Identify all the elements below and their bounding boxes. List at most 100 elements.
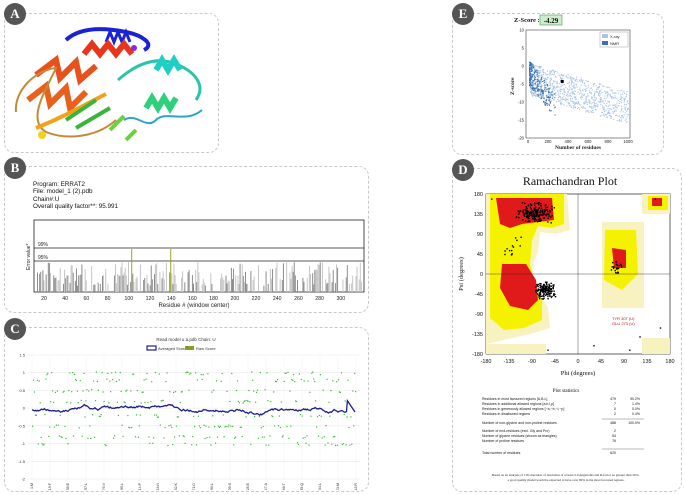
rama-point [525, 209, 527, 212]
zscore-point [538, 81, 540, 83]
verify-raw-point [246, 399, 248, 402]
zscore-point [540, 78, 542, 80]
zscore-point [535, 73, 537, 75]
zscore-point [543, 72, 545, 74]
verify-raw-point [92, 414, 94, 416]
errat-bar [204, 285, 206, 292]
zscore-point [580, 79, 582, 81]
verify-raw-point [88, 390, 90, 392]
zscore-point [539, 66, 541, 68]
zscore-point [580, 80, 582, 82]
zscore-point [581, 80, 583, 82]
rama-point [533, 214, 535, 216]
rama-point [539, 297, 541, 300]
errat-bar [39, 273, 41, 292]
errat-bar [317, 264, 319, 292]
zscore-point [620, 117, 622, 119]
errat-xtick: 220 [252, 296, 261, 302]
errat-bar [125, 275, 127, 292]
zscore-point [542, 92, 544, 94]
rama-point [528, 217, 530, 220]
zscore-point [532, 80, 534, 82]
zscore-point [529, 75, 531, 77]
rama-point [529, 214, 531, 216]
errat-bar [97, 282, 99, 292]
errat-xtick: 120 [146, 296, 155, 302]
zscore-point [555, 70, 557, 72]
zscore-point [529, 64, 531, 66]
verify-raw-point [269, 435, 271, 437]
zscore-point [572, 91, 574, 93]
verify-raw-point [195, 372, 197, 374]
zscore-point [588, 95, 590, 97]
zscore-point [612, 112, 614, 114]
verify-raw-point [337, 379, 340, 381]
errat-bar [253, 276, 255, 292]
zscore-point [577, 81, 579, 83]
zscore-point [538, 94, 540, 96]
verify-raw-point [215, 442, 217, 444]
zscore-point [529, 70, 531, 72]
zscore-point [565, 75, 567, 77]
zscore-point [542, 91, 544, 93]
errat-bar [85, 280, 87, 292]
zscore-point [553, 71, 555, 73]
zscore-point [589, 92, 591, 94]
zscore-point [541, 74, 543, 76]
zscore-point [575, 95, 577, 97]
zscore-point [540, 67, 542, 69]
zscore-point [606, 113, 608, 115]
rama-point [539, 211, 541, 214]
rama-point [534, 202, 536, 204]
errat-bar [337, 267, 339, 292]
zscore-point [540, 91, 542, 93]
verify-raw-point [131, 427, 133, 429]
rama-xtick: 135 [642, 359, 651, 365]
zscore-point [552, 84, 554, 86]
errat-bar [316, 270, 318, 292]
zscore-point [609, 115, 611, 117]
zscore-point [548, 99, 550, 101]
errat-bar [150, 265, 152, 292]
zscore-point [603, 107, 605, 109]
zscore-point [570, 105, 572, 107]
zscore-point [563, 89, 565, 91]
zscore-point [574, 98, 576, 100]
zscore-point [594, 99, 596, 101]
zscore-point [579, 93, 581, 95]
rama-point [537, 209, 539, 212]
zscore-point [588, 91, 590, 93]
zscore-points [529, 61, 629, 123]
verify-raw-point [238, 402, 240, 404]
errat-file: File: model_1 (2).pdb [33, 188, 93, 196]
verify-ytick: 0 [23, 406, 26, 411]
zscore-point [596, 106, 598, 108]
verify-raw-point [270, 401, 272, 403]
zscore-point [610, 115, 612, 117]
rama-point [511, 249, 513, 252]
zscore-point [612, 92, 614, 94]
zscore-point [536, 78, 538, 80]
verify-raw-point [222, 414, 224, 416]
zscore-point [539, 90, 541, 92]
errat-xtick: 100 [124, 296, 133, 302]
zscore-point [538, 71, 540, 73]
zscore-point [603, 106, 605, 108]
rama-point [531, 213, 533, 215]
rama-point [543, 212, 545, 214]
zscore-point [544, 72, 546, 74]
zscore-point [604, 95, 606, 97]
zscore-point [551, 94, 553, 96]
verify-ytick: -1.5 [18, 459, 26, 464]
zscore-point [540, 90, 542, 92]
errat-bar [132, 273, 134, 292]
zscore-point [530, 70, 532, 72]
errat-bar [318, 265, 320, 292]
zscore-point [539, 66, 541, 68]
zscore-point [595, 103, 597, 105]
verify-raw-point [353, 425, 355, 427]
verify-raw-point [354, 372, 356, 374]
zscore-point [533, 87, 535, 89]
zscore-point [555, 86, 557, 88]
zscore-point [606, 92, 608, 94]
